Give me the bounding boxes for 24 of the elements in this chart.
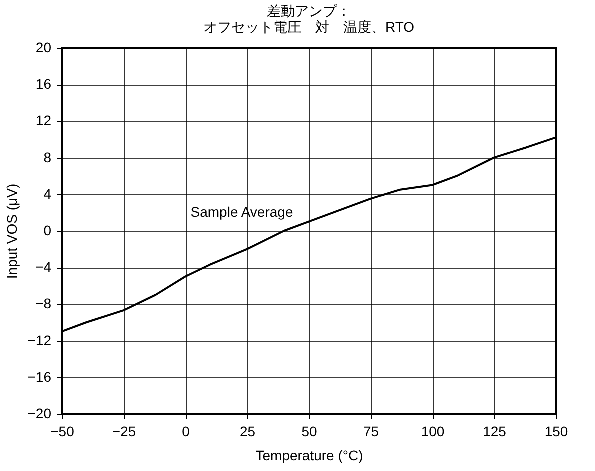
x-tick-label: −50	[50, 424, 75, 440]
chart-title: 差動アンプ：	[267, 3, 351, 19]
y-tick-label: −20	[28, 406, 52, 422]
y-tick-label: 16	[36, 76, 52, 92]
x-tick-label: 125	[483, 424, 507, 440]
y-tick-label: 8	[44, 149, 52, 166]
y-tick-label: 12	[36, 112, 52, 129]
x-tick-label: −25	[112, 424, 136, 440]
y-tick-label: 0	[44, 222, 52, 238]
y-tick-label: −8	[36, 296, 52, 312]
x-tick-label: 0	[182, 424, 190, 440]
x-tick-label: 100	[421, 424, 445, 440]
y-tick-label: −16	[28, 368, 52, 385]
x-tick-label: 25	[240, 424, 256, 440]
y-axis-title: Input VOS (μV)	[4, 184, 20, 280]
x-tick-label: 50	[302, 424, 318, 440]
y-tick-label: 4	[44, 186, 52, 202]
x-tick-label: 150	[544, 424, 568, 440]
y-tick-label: 20	[36, 40, 52, 56]
x-tick-label: 75	[363, 424, 380, 440]
y-tick-label: −4	[36, 259, 52, 276]
chart-subtitle: オフセット電圧 対 温度、RTO	[203, 19, 415, 35]
x-axis-title: Temperature (°C)	[256, 448, 364, 464]
y-tick-label: −12	[28, 332, 52, 348]
